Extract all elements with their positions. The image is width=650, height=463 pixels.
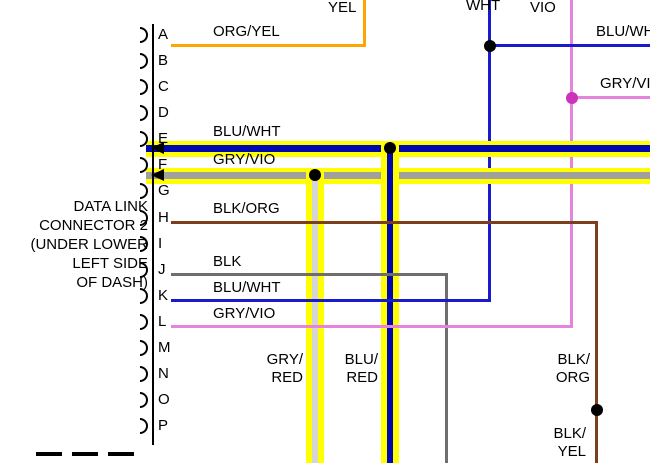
junction-dot-gry-red: [309, 169, 321, 181]
dashed-border-segment: [108, 452, 134, 456]
connector-spine: [152, 24, 154, 445]
arrowhead-icon: [151, 169, 164, 181]
wire-label-blu-wht-e: BLU/WHT: [213, 123, 281, 140]
connector-name-line: OF DASH): [76, 274, 148, 291]
edge-label-gry-vio: GRY/VIO: [600, 75, 650, 92]
pin-letter-f: F: [158, 156, 168, 173]
wire-label-line: BLK/: [557, 351, 590, 368]
wire-label-gry-vio-l: GRY/VIO: [213, 305, 276, 322]
wire-label-line: BLK/: [553, 425, 586, 442]
pin-letter-a: A: [158, 26, 169, 43]
connector-name-line: LEFT SIDE: [72, 255, 148, 272]
pin-letter-l: L: [158, 313, 167, 330]
wire-label-blk-org: BLK/ ORG: [542, 351, 590, 387]
dashed-border-segment: [72, 452, 98, 456]
connector-name-line: (UNDER LOWER: [30, 236, 148, 253]
pin-letter-o: O: [158, 391, 170, 408]
arrowhead-icon: [151, 142, 164, 154]
pin-bracket: [140, 418, 148, 434]
junction-dot-blk-org: [591, 404, 603, 416]
pin-letter-i: I: [158, 235, 163, 252]
pin-letter-d: D: [158, 104, 169, 121]
connector-name: DATA LINK CONNECTOR 2 (UNDER LOWER LEFT …: [8, 197, 148, 292]
wire-gry-red-thick: [312, 172, 318, 463]
wire-label-blk-org-h: BLK/ORG: [213, 200, 280, 217]
wire-blk-vertical: [445, 273, 448, 463]
pin-letter-n: N: [158, 365, 169, 382]
wire-blk-org-vertical: [595, 221, 598, 463]
pin-letter-e: E: [158, 130, 169, 147]
wire-label-line: GRY/: [266, 351, 303, 368]
wire-label-gry-vio-f: GRY/VIO: [213, 151, 276, 168]
pin-letter-g: G: [158, 182, 170, 199]
wire-label-line: YEL: [557, 443, 586, 460]
junction-dot-blu-wht-top: [484, 40, 496, 52]
wire-label-line: ORG: [555, 369, 590, 386]
wire-blu-red-thick: [387, 145, 393, 463]
pin-bracket: [140, 105, 148, 121]
wire-gry-vio-l-horizontal: [171, 325, 573, 328]
wire-blk-horizontal: [171, 273, 448, 276]
pin-letter-c: C: [158, 78, 169, 95]
wire-label-blk-j: BLK: [213, 253, 242, 270]
pin-bracket: [140, 392, 148, 408]
dashed-border-segment: [36, 452, 62, 456]
pin-bracket: [140, 27, 148, 43]
junction-dot-gry-vio-top: [566, 92, 578, 104]
wire-blk-org-horizontal: [171, 221, 598, 224]
wire-gry-vio-vertical: [570, 0, 573, 328]
pin-letter-h: H: [158, 209, 169, 226]
pin-letter-j: J: [158, 261, 166, 278]
connector-name-line: CONNECTOR 2: [39, 217, 148, 234]
wire-label-org-yel: ORG/YEL: [213, 23, 280, 40]
edge-label-wht: WHT: [466, 0, 501, 14]
wire-org-yel-vertical: [363, 0, 366, 47]
wire-org-yel-horizontal: [171, 44, 366, 47]
edge-label-yel: YEL: [328, 0, 357, 16]
junction-dot-blu-red: [384, 142, 396, 154]
pin-bracket: [140, 340, 148, 356]
pin-letter-m: M: [158, 339, 171, 356]
wire-label-line: RED: [271, 369, 303, 386]
pin-letter-b: B: [158, 52, 169, 69]
connector-name-line: DATA LINK: [73, 198, 148, 215]
pin-bracket: [140, 79, 148, 95]
pin-bracket: [140, 314, 148, 330]
wire-label-blu-red: BLU/ RED: [325, 351, 378, 387]
edge-label-vio: VIO: [530, 0, 556, 16]
edge-label-blu-wht: BLU/WHT: [596, 23, 650, 40]
wire-label-blk-yel: BLK/ YEL: [538, 425, 586, 461]
wire-label-line: RED: [346, 369, 378, 386]
pin-bracket: [140, 366, 148, 382]
wire-blu-wht-k-horizontal: [171, 299, 491, 302]
wire-label-gry-red: GRY/ RED: [250, 351, 303, 387]
pin-bracket: [140, 53, 148, 69]
wire-gry-vio-branch: [570, 96, 650, 99]
pin-letter-p: P: [158, 417, 169, 434]
wire-label-blu-wht-k: BLU/WHT: [213, 279, 281, 296]
wire-blu-wht-branch: [488, 44, 650, 47]
pin-letter-k: K: [158, 287, 169, 304]
wire-label-line: BLU/: [344, 351, 378, 368]
